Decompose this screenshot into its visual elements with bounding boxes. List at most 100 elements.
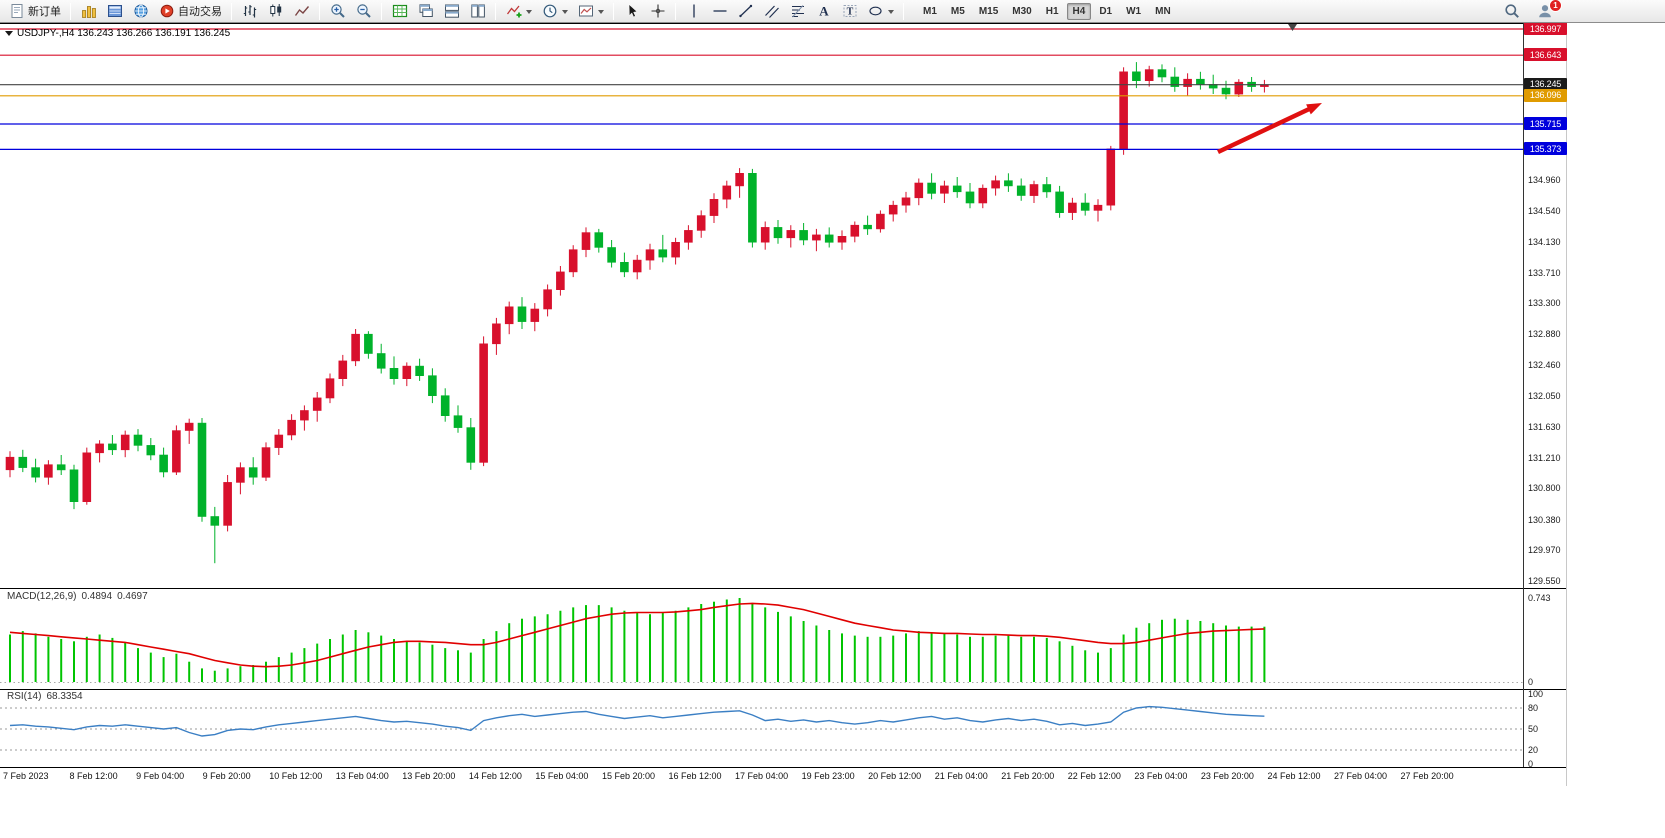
market-watch-button[interactable] (76, 1, 101, 21)
timeframe-button-D1[interactable]: D1 (1099, 5, 1113, 17)
price-axis-label: 132.050 (1528, 390, 1561, 401)
timeframe-button-H4[interactable]: H4 (1066, 2, 1092, 20)
timeframe-button-M1[interactable]: M1 (923, 5, 937, 17)
time-axis-label: 20 Feb 12:00 (868, 771, 922, 781)
vertical-line-icon (685, 3, 702, 20)
periods-button[interactable] (537, 1, 572, 21)
new-order-label: 新订单 (28, 6, 61, 18)
rsi-axis-label: 80 (1528, 703, 1539, 713)
time-axis[interactable]: 7 Feb 2023 8 Feb 12:00 9 Feb 04:00 9 Feb 20… (0, 769, 1523, 785)
toolbar-separator (613, 2, 614, 20)
timeframe-button-H1[interactable]: H1 (1045, 5, 1059, 17)
price-axis-label: 132.880 (1528, 329, 1561, 340)
price-tag: 136.245 (1524, 77, 1567, 91)
time-axis-label: 17 Feb 04:00 (735, 771, 789, 781)
navigator-button[interactable] (102, 1, 127, 21)
cascade-windows-button[interactable] (413, 1, 438, 21)
price-tag: 135.373 (1524, 142, 1567, 156)
macd-value-main: 0.4894 (81, 591, 113, 602)
timeframe-button-MN[interactable]: MN (1155, 5, 1171, 17)
fibonacci-icon (789, 3, 806, 20)
cursor-button[interactable] (619, 1, 644, 21)
symbol-ohlc-text: USDJPY-,H4 136.243 136.266 136.191 136.2… (17, 27, 231, 39)
rsi-label: RSI(14) 68.3354 (7, 691, 88, 702)
new-order-button[interactable]: 新订单 (4, 1, 65, 21)
time-axis-label: 22 Feb 12:00 (1067, 771, 1121, 781)
fibonacci-button[interactable] (785, 1, 810, 21)
user-icon (1536, 3, 1553, 20)
rsi-axis-label: 50 (1528, 724, 1539, 734)
tile-vertical-button[interactable] (465, 1, 490, 21)
text-tool-button[interactable]: A (811, 1, 836, 21)
time-axis-label: 15 Feb 04:00 (535, 771, 589, 781)
user-button[interactable]: 1 (1536, 0, 1562, 20)
tile-horizontal-button[interactable] (439, 1, 464, 21)
search-icon[interactable] (1503, 3, 1520, 20)
toolbar-separator (70, 2, 71, 20)
rsi-value: 68.3354 (46, 691, 83, 702)
time-axis-label: 9 Feb 20:00 (202, 771, 251, 781)
zoom-out-button[interactable] (351, 1, 376, 21)
bars-chart-button[interactable] (237, 1, 262, 21)
new-chart-button[interactable] (387, 1, 412, 21)
cursor-icon (623, 3, 640, 20)
macd-name: MACD(12,26,9) (7, 591, 77, 602)
rsi-axis-label: 100 (1528, 689, 1544, 699)
new-chart-icon (391, 3, 408, 20)
timeframe-button-M30[interactable]: M30 (1012, 5, 1032, 17)
svg-text:A: A (819, 4, 829, 19)
toolbar-right-group: 1 (1503, 0, 1562, 20)
crosshair-button[interactable] (645, 1, 670, 21)
price-axis-label: 130.800 (1528, 483, 1561, 494)
zoom-in-button[interactable] (325, 1, 350, 21)
price-axis-label: 134.130 (1528, 236, 1561, 247)
time-axis-label: 8 Feb 12:00 (69, 771, 118, 781)
time-axis-label: 23 Feb 20:00 (1200, 771, 1254, 781)
periods-icon (541, 3, 558, 20)
price-tag: 136.096 (1524, 88, 1567, 102)
line-chart-button[interactable] (289, 1, 314, 21)
navigator-icon (106, 3, 123, 20)
toolbar-separator (495, 2, 496, 20)
trendline-button[interactable] (733, 1, 758, 21)
time-axis-label: 13 Feb 04:00 (335, 771, 389, 781)
price-axis-label: 131.210 (1528, 452, 1561, 463)
horizontal-line-button[interactable] (707, 1, 732, 21)
templates-button[interactable] (573, 1, 608, 21)
rsi-axis-label: 20 (1528, 745, 1539, 755)
indicators-icon (505, 3, 522, 20)
time-axis-label: 27 Feb 20:00 (1400, 771, 1454, 781)
price-tag: 135.715 (1524, 117, 1567, 131)
horizontal-line-icon (711, 3, 728, 20)
market-watch-icon (80, 3, 97, 20)
zoom-out-icon (355, 3, 372, 20)
shapes-button[interactable] (863, 1, 898, 21)
time-axis-label: 19 Feb 23:00 (801, 771, 855, 781)
svg-text:T: T (846, 7, 853, 18)
toolbar-separator (319, 2, 320, 20)
globe-icon (132, 3, 149, 20)
price-axis-label: 134.540 (1528, 206, 1561, 217)
timeframe-button-M5[interactable]: M5 (950, 5, 965, 17)
vertical-line-button[interactable] (681, 1, 706, 21)
rsi-axis-label: 0 (1528, 759, 1534, 769)
help-button[interactable] (128, 1, 153, 21)
price-axis[interactable]: 134.960 134.540 134.130 133.710 133.300 132.8… (1524, 22, 1567, 786)
equidistant-channel-button[interactable] (759, 1, 784, 21)
label-tool-button[interactable]: T (837, 1, 862, 21)
trend-arrow[interactable] (1217, 103, 1322, 155)
autotrading-icon (158, 3, 175, 20)
rsi-line (9, 705, 1265, 737)
timeframe-button-M15[interactable]: M15 (978, 5, 999, 17)
candles-chart-button[interactable] (263, 1, 288, 21)
indicators-button[interactable] (501, 1, 536, 21)
autotrading-button[interactable]: 自动交易 (154, 1, 226, 21)
crosshair-icon (649, 3, 666, 20)
level-lines[interactable] (0, 28, 1523, 150)
price-axis-label: 132.460 (1528, 360, 1561, 371)
symbol-label[interactable]: USDJPY-,H4 136.243 136.266 136.191 136.2… (5, 26, 230, 40)
price-axis-label: 134.960 (1528, 175, 1561, 185)
timeframe-button-W1[interactable]: W1 (1126, 5, 1142, 17)
time-axis-label: 21 Feb 04:00 (934, 771, 988, 781)
